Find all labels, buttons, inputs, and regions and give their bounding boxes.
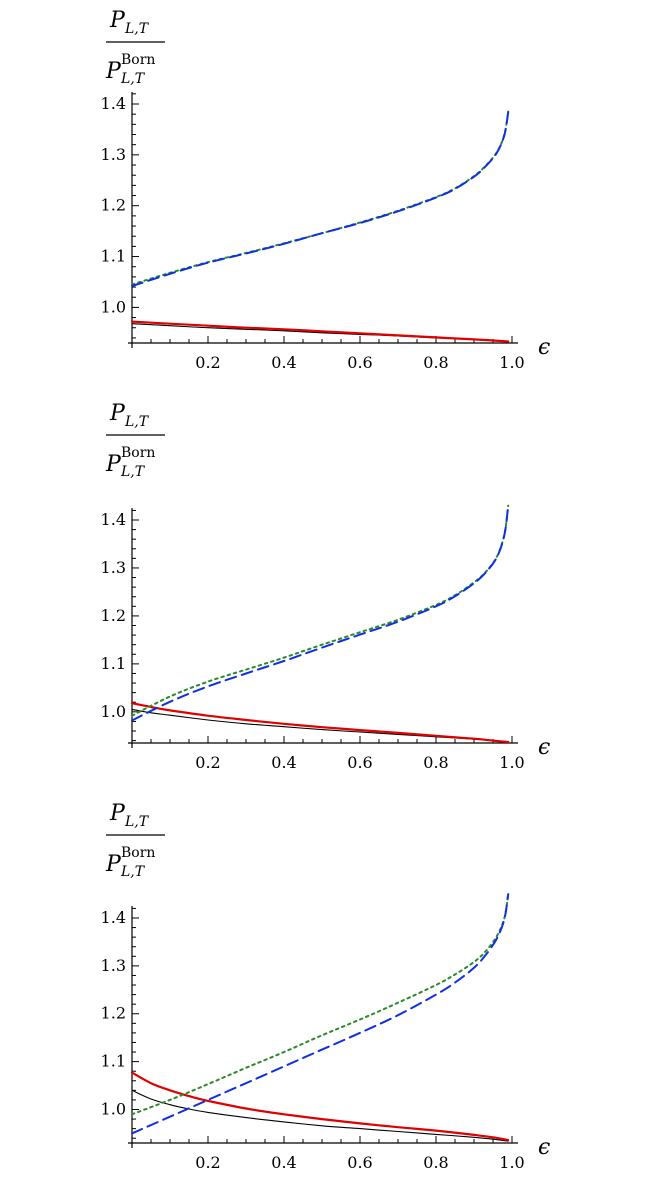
x-tick-label: 0.8 xyxy=(423,753,448,772)
y-tick-label: 1.2 xyxy=(101,1004,126,1023)
y-label-denominator: P xyxy=(105,852,122,877)
series-line-dotted-3 xyxy=(131,893,510,1116)
y-label-denominator-sup: Born xyxy=(121,445,155,461)
y-tick-label: 1.4 xyxy=(101,94,126,113)
series-line-dotted-3 xyxy=(131,504,510,717)
x-tick-label: 1.0 xyxy=(499,353,524,372)
x-tick-label: 0.4 xyxy=(271,353,296,372)
y-label-denominator: P xyxy=(105,59,122,84)
x-tick-label: 0.6 xyxy=(347,753,372,772)
y-tick-label: 1.0 xyxy=(101,702,126,721)
y-label-denominator-sup: Born xyxy=(121,52,155,68)
series-line-solid-2 xyxy=(130,702,510,744)
x-axis-label: ϵ xyxy=(538,735,550,760)
y-label-denominator-sub: L,T xyxy=(120,464,146,480)
x-tick-label: 0.2 xyxy=(195,353,220,372)
y-tick-label: 1.3 xyxy=(101,558,126,577)
y-label-denominator-sub: L,T xyxy=(120,71,146,87)
y-label-numerator: P xyxy=(109,8,126,33)
y-label-denominator: P xyxy=(105,452,122,477)
y-tick-label: 1.3 xyxy=(101,956,126,975)
series-line-dotted-3 xyxy=(131,110,510,286)
y-label-numerator-sub: L,T xyxy=(124,414,150,430)
y-label-numerator: P xyxy=(109,801,126,826)
x-tick-label: 0.2 xyxy=(195,1153,220,1172)
series-line-solid-2 xyxy=(130,320,510,343)
y-tick-label: 1.4 xyxy=(101,510,126,529)
y-tick-label: 1.2 xyxy=(101,196,126,215)
y-tick-label: 1.0 xyxy=(101,1099,126,1118)
x-tick-label: 0.4 xyxy=(271,753,296,772)
x-axis-label: ϵ xyxy=(538,335,550,360)
y-label-numerator-sub: L,T xyxy=(124,814,150,830)
series-line-dashed-4 xyxy=(131,893,510,1135)
series-line-dashed-4 xyxy=(131,111,510,287)
y-tick-label: 1.2 xyxy=(101,606,126,625)
x-tick-label: 0.8 xyxy=(423,1153,448,1172)
x-axis-label: ϵ xyxy=(538,1135,550,1160)
x-tick-label: 0.2 xyxy=(195,753,220,772)
series-line-dashed-4 xyxy=(131,504,510,722)
y-label-numerator-sub: L,T xyxy=(124,21,150,37)
x-tick-label: 1.0 xyxy=(499,1153,524,1172)
y-label-numerator: P xyxy=(109,401,126,426)
x-tick-label: 0.4 xyxy=(271,1153,296,1172)
series-line-solid-1 xyxy=(131,1089,509,1142)
x-tick-label: 1.0 xyxy=(499,753,524,772)
y-tick-label: 1.1 xyxy=(101,654,126,673)
x-tick-label: 0.8 xyxy=(423,353,448,372)
y-tick-label: 1.1 xyxy=(101,1052,126,1071)
y-tick-label: 1.0 xyxy=(101,297,126,316)
y-tick-label: 1.3 xyxy=(101,145,126,164)
y-tick-label: 1.1 xyxy=(101,247,126,266)
y-label-denominator-sup: Born xyxy=(121,845,155,861)
y-label-denominator-sub: L,T xyxy=(120,864,146,880)
x-tick-label: 0.6 xyxy=(347,353,372,372)
series-line-solid-2 xyxy=(130,1071,510,1142)
y-tick-label: 1.4 xyxy=(101,908,126,927)
x-tick-label: 0.6 xyxy=(347,1153,372,1172)
